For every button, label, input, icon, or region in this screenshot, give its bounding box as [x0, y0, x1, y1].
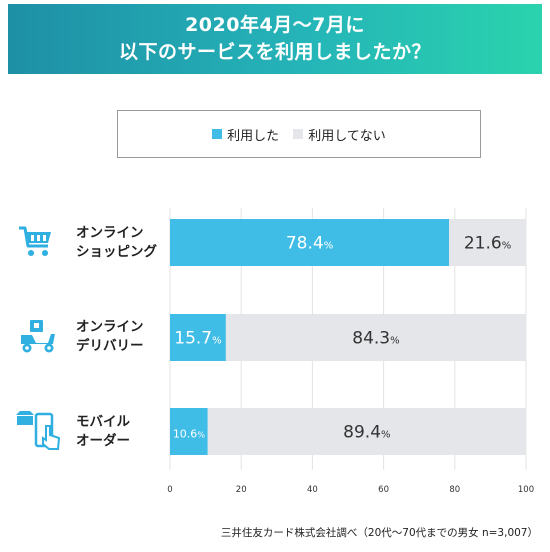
chart-title-line-2: 以下のサービスを利用しましたか？: [118, 41, 431, 63]
chart-title-line-1: 2020年4月〜7月に: [185, 14, 365, 36]
x-tick-label: 80: [449, 485, 460, 495]
mobile-order-icon: [16, 411, 60, 450]
row-label-line-2: オーダー: [76, 433, 130, 449]
data-label-not-used: 84.3%: [352, 329, 399, 349]
x-tick-label: 20: [236, 485, 247, 495]
row-label-line-1: モバイル: [76, 414, 130, 430]
legend-label-used: 利用した: [227, 128, 280, 144]
bar-not-used: [449, 219, 526, 266]
row-label-line-1: オンライン: [76, 225, 144, 241]
row-label-online-shopping: オンライン ショッピング: [76, 224, 157, 262]
chart-title-banner: 2020年4月〜7月に 以下のサービスを利用しましたか？: [8, 4, 542, 74]
x-tick-label: 0: [167, 485, 172, 495]
cart-icon: [19, 226, 51, 256]
delivery-scooter-icon: [21, 320, 55, 353]
row-label-line-1: オンライン: [76, 319, 144, 335]
row-label-online-delivery: オンライン デリバリー: [76, 318, 144, 356]
data-label-used: 78.4%: [286, 234, 333, 254]
row-label-line-2: デリバリー: [76, 338, 144, 354]
data-label-used: 15.7%: [174, 329, 221, 349]
bar-not-used: [225, 314, 526, 361]
x-tick-label: 40: [307, 485, 318, 495]
legend-swatch-used: [212, 129, 223, 139]
bar-used: [170, 314, 226, 361]
legend: 利用した 利用してない: [117, 110, 481, 158]
legend-item-used: 利用した: [212, 125, 279, 144]
bar-used: [170, 219, 450, 266]
legend-swatch-not-used: [293, 129, 304, 139]
bar-not-used: [207, 408, 526, 455]
x-tick-label: 60: [378, 485, 389, 495]
data-label-not-used: 89.4%: [343, 423, 390, 443]
data-label-not-used: 21.6%: [464, 234, 511, 254]
data-label-used: 10.6%: [173, 428, 206, 441]
row-label-mobile-order: モバイル オーダー: [76, 413, 130, 451]
row-label-line-2: ショッピング: [76, 244, 157, 260]
source-note: 三井住友カード株式会社調べ（20代〜70代までの男女 n=3,007）: [220, 527, 538, 539]
x-tick-label: 100: [518, 485, 534, 495]
legend-label-not-used: 利用してない: [308, 128, 386, 144]
legend-item-not-used: 利用してない: [293, 125, 386, 144]
bar-used: [170, 408, 208, 455]
